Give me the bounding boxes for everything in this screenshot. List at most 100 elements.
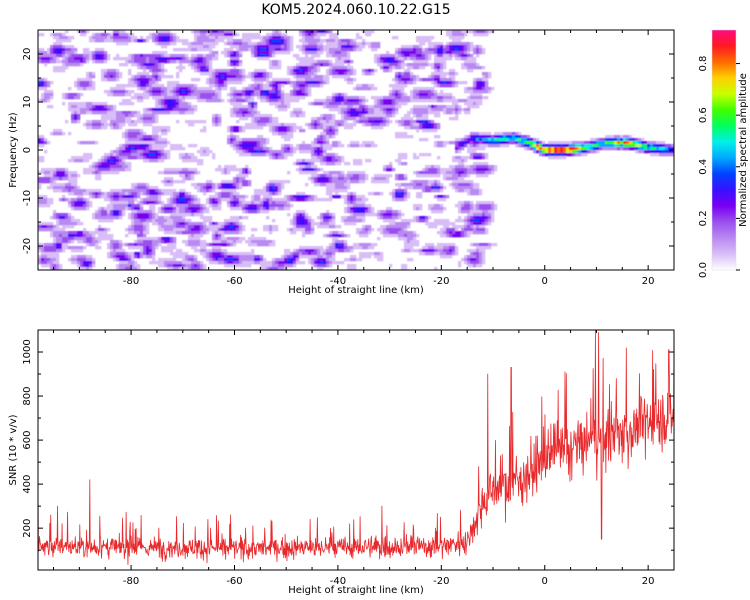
spectrogram-cell: [314, 168, 318, 172]
spectrogram-cell: [143, 192, 147, 196]
spectrogram-cell: [203, 93, 207, 97]
spectrogram-cell: [485, 87, 489, 91]
spectrogram-cell: [323, 138, 327, 142]
spectrogram-cell: [371, 96, 375, 100]
spectrogram-cell: [128, 93, 132, 97]
spectrogram-cell: [467, 69, 471, 73]
spectrogram-cell: [422, 126, 426, 130]
spectrogram-cell: [380, 57, 384, 61]
spectrogram-cell: [155, 60, 159, 64]
spectrogram-cell: [134, 96, 138, 100]
spectrogram-cell: [470, 168, 474, 172]
spectrogram-cell: [551, 153, 555, 157]
spectrogram-cell: [347, 63, 351, 67]
spectrogram-cell: [233, 78, 237, 82]
spectrogram-cell: [131, 129, 135, 133]
spectrogram-cell: [221, 36, 225, 40]
spectrogram-cell: [347, 42, 351, 46]
spectrogram-cell: [59, 45, 63, 49]
spectrogram-cell: [461, 81, 465, 85]
spectrogram-cell: [422, 51, 426, 55]
spectrogram-cell: [254, 189, 258, 193]
spectrogram-cell: [122, 84, 126, 88]
spectrogram-cell: [59, 168, 63, 172]
spectrogram-cell: [449, 30, 453, 34]
spectrogram-cell: [56, 39, 60, 43]
spectrogram-cell: [377, 108, 381, 112]
spectrogram-cell: [398, 93, 402, 97]
spectrogram-cell: [467, 138, 471, 142]
spectrogram-cell: [311, 195, 315, 199]
spectrogram-cell: [290, 135, 294, 139]
spectrogram-cell: [311, 156, 315, 160]
spectrogram-cell: [320, 153, 324, 157]
spectrogram-cell: [395, 78, 399, 82]
spectrogram-cell: [494, 135, 498, 139]
spectrogram-cell: [209, 93, 213, 97]
spectrogram-cell: [317, 135, 321, 139]
spectrogram-cell: [536, 138, 540, 142]
spectrogram-cell: [266, 96, 270, 100]
spectrogram-cell: [95, 48, 99, 52]
spectrogram-cell: [167, 87, 171, 91]
spectrogram-cell: [314, 120, 318, 124]
spectrogram-cell: [101, 39, 105, 43]
spectrogram-cell: [494, 141, 498, 145]
spectrogram-cell: [425, 174, 429, 178]
spectrogram-cell: [248, 96, 252, 100]
spectrogram-cell: [287, 150, 291, 154]
spectrogram-cell: [377, 54, 381, 58]
spectrogram-cell: [212, 120, 216, 124]
spectrogram-cell: [83, 111, 87, 115]
spectrogram-cell: [68, 39, 72, 43]
spectrogram-cell: [395, 135, 399, 139]
spectrogram-cell: [338, 174, 342, 178]
spectrogram-cell: [44, 78, 48, 82]
spectrogram-cell: [299, 69, 303, 73]
spectrogram-cell: [101, 171, 105, 175]
spectrogram-cell: [401, 198, 405, 202]
spectrogram-cell: [77, 114, 81, 118]
spectrogram-cell: [353, 144, 357, 148]
spectrogram-cell: [182, 156, 186, 160]
spectrogram-cell: [233, 57, 237, 61]
spectrogram-cell: [149, 135, 153, 139]
spectrogram-cell: [446, 33, 450, 37]
spectrogram-cell: [365, 159, 369, 163]
spectrogram-cell: [302, 63, 306, 67]
spectrogram-cell: [98, 162, 102, 166]
spectrogram-cell: [314, 117, 318, 121]
spectrogram-cell: [254, 123, 258, 127]
spectrogram-cell: [146, 120, 150, 124]
spectrogram-cell: [305, 81, 309, 85]
spectrogram-cell: [77, 57, 81, 61]
spectrogram-cell: [668, 153, 672, 157]
spectrogram-cell: [56, 57, 60, 61]
spectrogram-cell: [266, 192, 270, 196]
spectrogram-cell: [317, 36, 321, 40]
spectrogram-cell: [335, 48, 339, 52]
spectrogram-cell: [416, 108, 420, 112]
spectrogram-cell: [431, 180, 435, 184]
spectrogram-cell: [347, 105, 351, 109]
spectrogram-cell: [434, 96, 438, 100]
spectrogram-cell: [476, 54, 480, 58]
spectrogram-cell: [188, 93, 192, 97]
spectrogram-cell: [65, 168, 69, 172]
spectrogram-cell: [119, 102, 123, 106]
spectrogram-cell: [575, 144, 579, 148]
spectrogram-cell: [479, 90, 483, 94]
spectrogram-cell: [287, 144, 291, 148]
spectrogram-cell: [194, 45, 198, 49]
spectrogram-cell: [233, 87, 237, 91]
spectrogram-cell: [326, 189, 330, 193]
spectrogram-cell: [212, 51, 216, 55]
spectrogram-cell: [239, 72, 243, 76]
spectrogram-cell: [533, 147, 537, 151]
spectrogram-cell: [449, 57, 453, 61]
spectrogram-cell: [350, 198, 354, 202]
spectrogram-cell: [332, 144, 336, 148]
spectrogram-cell: [302, 198, 306, 202]
spectrogram-cell: [383, 69, 387, 73]
spectrogram-cell: [251, 120, 255, 124]
